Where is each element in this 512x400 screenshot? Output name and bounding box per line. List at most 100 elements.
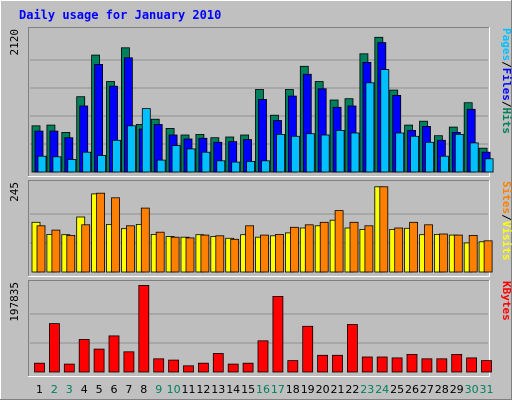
bar-sites-day-13 bbox=[215, 235, 225, 273]
bar-pages-day-18 bbox=[290, 135, 300, 173]
bar-sites-day-1 bbox=[36, 225, 46, 273]
bar-pages-day-3 bbox=[67, 159, 77, 173]
bar-pages-day-16 bbox=[261, 160, 270, 173]
bar-kbytes-day-1 bbox=[34, 362, 45, 373]
bar-kbytes-day-7 bbox=[123, 351, 135, 373]
bar-sites-day-16 bbox=[260, 234, 269, 273]
bar-sites-day-31 bbox=[483, 240, 493, 273]
x-tick-label-day-12: 12 bbox=[196, 383, 210, 396]
bar-sites-day-11 bbox=[185, 237, 195, 273]
bar-kbytes-day-17 bbox=[272, 295, 284, 373]
x-tick-label-day-19: 19 bbox=[301, 383, 315, 396]
bar-kbytes-day-10 bbox=[168, 359, 180, 373]
bar-pages-day-25 bbox=[395, 132, 405, 173]
legend-hits: Hits bbox=[500, 108, 512, 135]
x-tick-label-day-10: 10 bbox=[167, 383, 181, 396]
x-tick-label-day-21: 21 bbox=[331, 383, 345, 396]
bar-sites-day-25 bbox=[394, 227, 404, 273]
y-max-label: 2120 bbox=[8, 29, 21, 56]
legend: Sites/Visits bbox=[500, 181, 512, 261]
bar-sites-day-28 bbox=[438, 233, 448, 273]
x-tick-label-day-25: 25 bbox=[390, 383, 404, 396]
x-tick-label-day-4: 4 bbox=[81, 383, 88, 396]
bar-kbytes-day-14 bbox=[227, 363, 239, 373]
x-tick-label-day-22: 22 bbox=[345, 383, 359, 396]
bar-pages-day-11 bbox=[186, 148, 196, 173]
x-tick-label-day-13: 13 bbox=[211, 383, 225, 396]
bar-kbytes-day-27 bbox=[421, 358, 433, 373]
bar-kbytes-day-9 bbox=[153, 358, 165, 373]
x-tick-label-day-2: 2 bbox=[51, 383, 58, 396]
bar-pages-day-31 bbox=[484, 158, 494, 173]
bar-sites-day-6 bbox=[111, 197, 120, 273]
legend-files: Files bbox=[500, 68, 512, 101]
bar-sites-day-30 bbox=[468, 234, 478, 273]
panel-kbytes: 197835 KBytes bbox=[8, 280, 512, 377]
x-tick-label-day-18: 18 bbox=[286, 383, 300, 396]
bar-kbytes-day-23 bbox=[361, 356, 373, 373]
legend-visits: Visits bbox=[500, 221, 512, 261]
bar-sites-day-2 bbox=[51, 229, 61, 273]
bar-kbytes-day-13 bbox=[212, 353, 224, 373]
bar-pages-day-17 bbox=[276, 133, 285, 173]
panel-usage: 2120 Pages/Files/Hits bbox=[8, 27, 512, 177]
legend-separator: / bbox=[500, 101, 512, 108]
bar-pages-day-15 bbox=[246, 160, 256, 173]
legend-sites: Sites bbox=[500, 181, 512, 214]
legend: KBytes bbox=[500, 281, 512, 321]
bar-kbytes-day-16 bbox=[257, 340, 269, 373]
bar-pages-day-7 bbox=[127, 125, 136, 173]
bar-sites-day-10 bbox=[170, 236, 180, 273]
bar-sites-day-12 bbox=[200, 234, 210, 273]
x-tick-label-day-26: 26 bbox=[405, 383, 419, 396]
bar-pages-day-2 bbox=[52, 156, 62, 173]
x-tick-label-day-3: 3 bbox=[66, 383, 73, 396]
legend-kbytes: KBytes bbox=[500, 281, 512, 321]
bar-pages-day-20 bbox=[320, 134, 330, 173]
x-tick-label-day-20: 20 bbox=[316, 383, 330, 396]
bar-pages-day-30 bbox=[469, 142, 479, 173]
bar-sites-day-23 bbox=[364, 225, 374, 273]
bar-kbytes-day-31 bbox=[481, 360, 492, 373]
bar-pages-day-12 bbox=[201, 151, 211, 173]
bar-kbytes-day-24 bbox=[376, 356, 388, 373]
bar-pages-day-22 bbox=[350, 132, 360, 173]
bar-pages-day-24 bbox=[380, 69, 390, 173]
bar-kbytes-day-12 bbox=[197, 362, 209, 373]
bar-pages-day-27 bbox=[425, 141, 434, 173]
bar-kbytes-day-30 bbox=[466, 357, 478, 373]
bar-sites-day-14 bbox=[230, 238, 240, 273]
bar-sites-day-7 bbox=[126, 225, 135, 273]
bar-pages-day-6 bbox=[112, 139, 121, 173]
x-tick-label-day-28: 28 bbox=[435, 383, 449, 396]
x-axis-labels: 1 2 3 4 5 6 7 8 9 10 11 12 13 14 15 16 17 18 19 20 21 22 23 24 2… bbox=[36, 383, 494, 396]
legend-pages: Pages bbox=[500, 28, 512, 61]
bar-pages-day-21 bbox=[335, 129, 345, 173]
bar-pages-day-23 bbox=[365, 82, 375, 173]
bar-kbytes-day-29 bbox=[451, 353, 463, 373]
bar-kbytes-day-21 bbox=[332, 354, 343, 373]
bar-pages-day-4 bbox=[82, 151, 92, 173]
bar-pages-day-19 bbox=[305, 133, 315, 173]
x-tick-label-day-1: 1 bbox=[36, 383, 43, 396]
bar-sites-day-8 bbox=[140, 207, 150, 273]
x-tick-label-day-27: 27 bbox=[420, 383, 434, 396]
bar-sites-day-5 bbox=[96, 192, 105, 273]
bar-pages-day-13 bbox=[216, 160, 226, 173]
bar-sites-day-22 bbox=[349, 221, 359, 273]
panel-visits_sites: 245 Sites/Visits bbox=[8, 180, 512, 277]
x-tick-label-day-11: 11 bbox=[182, 383, 196, 396]
bar-pages-day-5 bbox=[97, 155, 106, 173]
bar-kbytes-day-22 bbox=[346, 324, 358, 373]
bar-pages-day-9 bbox=[156, 159, 166, 173]
bar-pages-day-14 bbox=[231, 161, 241, 173]
bar-pages-day-1 bbox=[37, 155, 47, 173]
bar-sites-day-29 bbox=[453, 234, 463, 273]
x-tick-label-day-24: 24 bbox=[375, 383, 389, 396]
legend-separator: / bbox=[500, 61, 512, 68]
bar-kbytes-day-11 bbox=[183, 365, 194, 373]
chart-title: Daily usage for January 2010 bbox=[19, 8, 221, 22]
bar-kbytes-day-15 bbox=[242, 362, 254, 373]
bar-sites-day-18 bbox=[289, 226, 299, 273]
bar-kbytes-day-6 bbox=[108, 335, 120, 373]
